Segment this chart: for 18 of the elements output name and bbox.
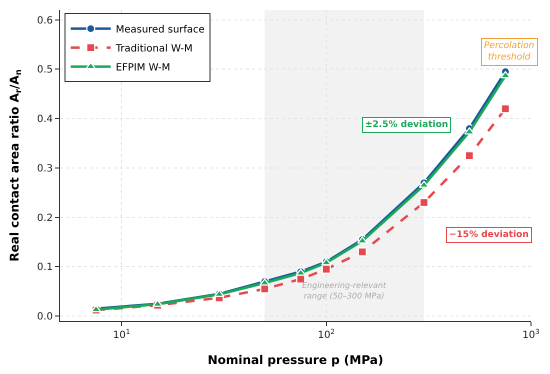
y-tick-label: 0.3 xyxy=(36,163,53,174)
legend-label: Measured surface xyxy=(116,24,205,36)
x-tick-label: 10$^{3}$ xyxy=(522,328,540,342)
legend-label: Traditional W-M xyxy=(114,44,193,55)
y-tick-label: 0.5 xyxy=(36,64,53,76)
x-axis-title: Nominal pressure p (MPa) xyxy=(208,353,384,367)
annotation: −15% deviation xyxy=(449,230,529,240)
legend-label: EFPIM W-M xyxy=(116,62,170,74)
y-tick-label: 0.2 xyxy=(36,212,53,224)
annotation: ±2.5% deviation xyxy=(365,120,448,130)
x-tick-label: 10$^{2}$ xyxy=(318,328,335,342)
y-tick-label: 0.4 xyxy=(36,114,53,126)
y-tick-label: 0.6 xyxy=(36,15,53,26)
x-tick-label: 10$^{1}$ xyxy=(113,328,130,342)
y-tick-label: 0.1 xyxy=(36,262,53,274)
band-label: Engineering-relevant range (50–300 MPa) xyxy=(302,281,387,300)
y-tick-label: 0.0 xyxy=(36,312,53,323)
annotation: Percolation threshold xyxy=(484,41,535,63)
